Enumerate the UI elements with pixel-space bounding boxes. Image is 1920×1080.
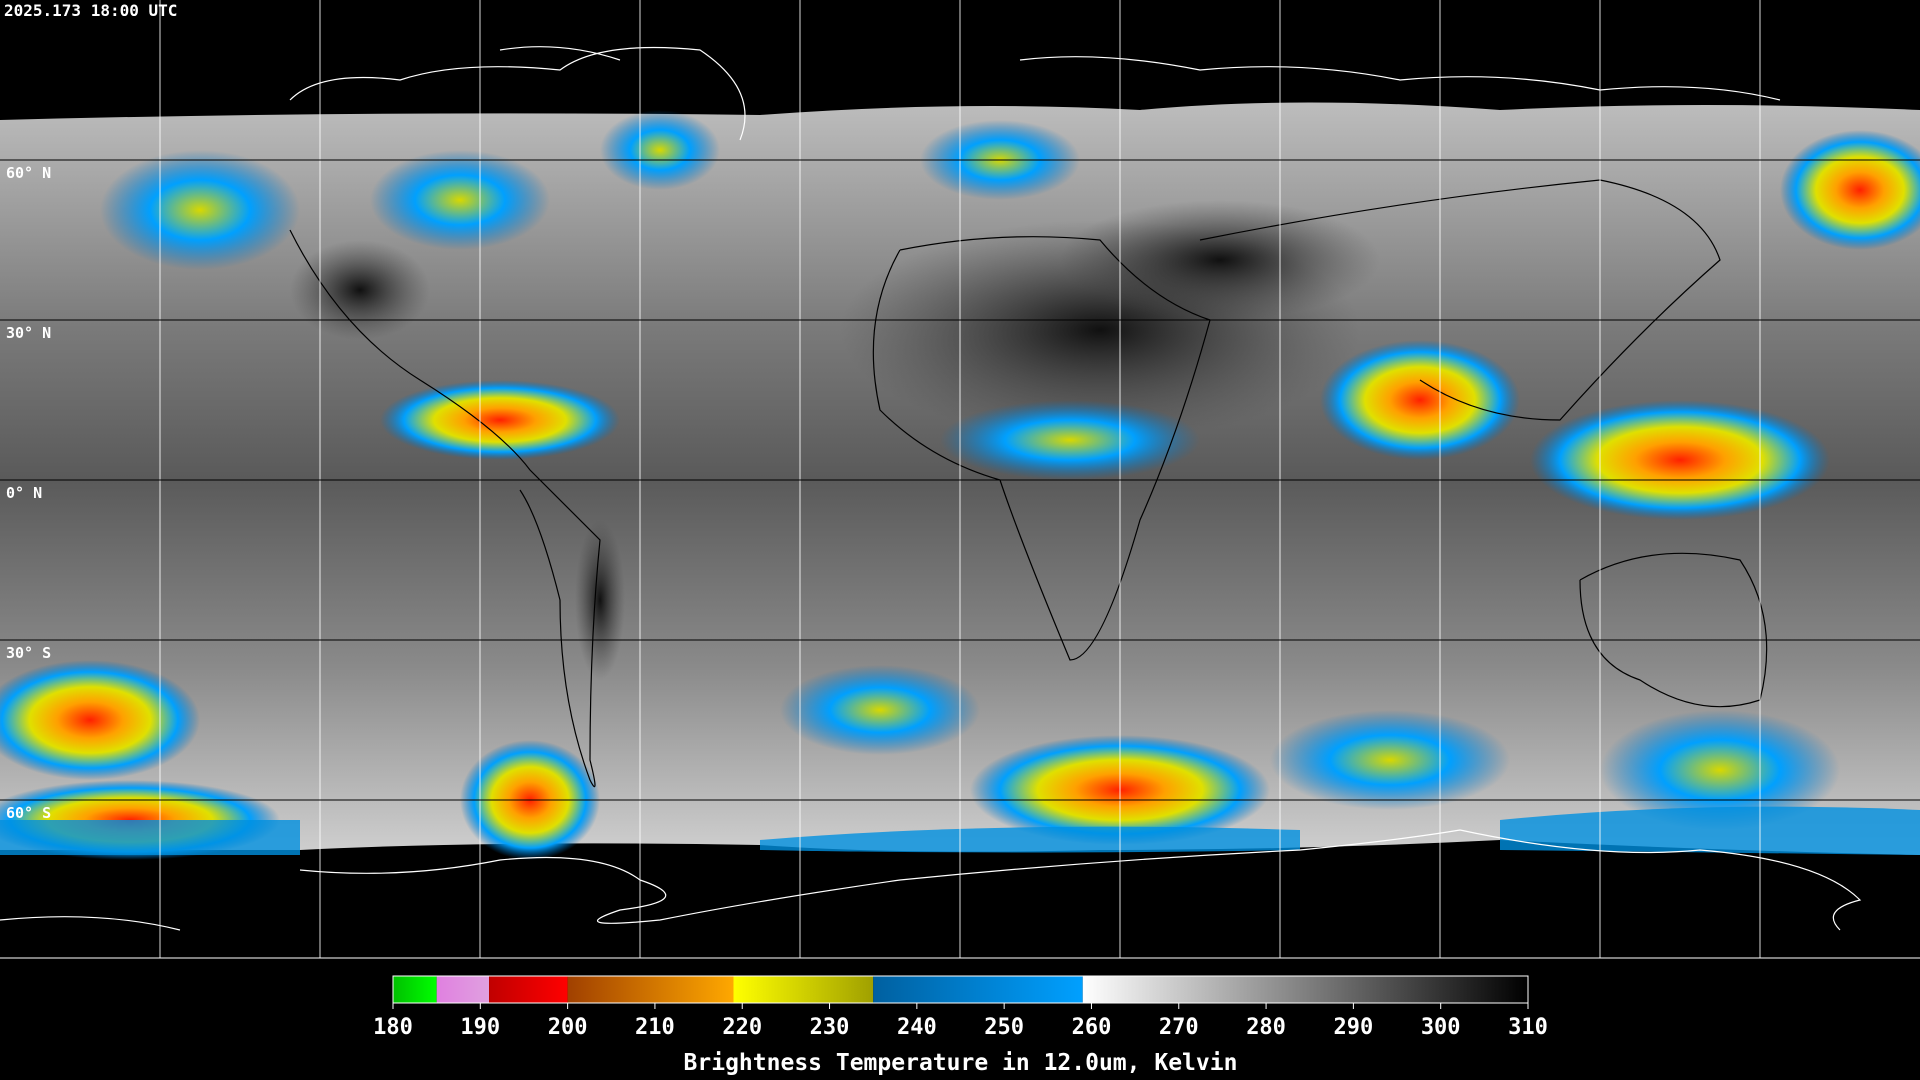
colorbar-tick-label: 280 [1246, 1015, 1286, 1040]
colorbar-tick-label: 190 [460, 1015, 500, 1040]
latitude-label: 0° N [6, 484, 42, 502]
colorbar-tick-label: 200 [548, 1015, 588, 1040]
latitude-label: 30° S [6, 644, 51, 662]
colorbar-tick-label: 210 [635, 1015, 675, 1040]
colorbar-segment [436, 976, 490, 1003]
timestamp: 2025.173 18:00 UTC [4, 1, 177, 20]
colorbar-segment [873, 976, 1083, 1003]
colorbar-tick-label: 240 [897, 1015, 937, 1040]
colorbar-tick-label: 180 [373, 1015, 413, 1040]
colorbar-tick-label: 250 [984, 1015, 1024, 1040]
colorbar-segment [393, 976, 437, 1003]
antarctica-outline [0, 829, 1862, 931]
colorbar-label: Brightness Temperature in 12.0um, Kelvin [684, 1050, 1238, 1076]
colorbar-tick-label: 230 [810, 1015, 850, 1040]
latitude-labels: 60° N 30° N 0° N 30° S 60° S [6, 164, 51, 822]
coastlines [289, 179, 1768, 788]
colorbar-tick-label: 310 [1508, 1015, 1548, 1040]
latitude-label: 30° N [6, 324, 51, 342]
colorbar-segment [567, 976, 734, 1003]
latitude-label: 60° S [6, 804, 51, 822]
colorbar-tick-label: 300 [1421, 1015, 1461, 1040]
lat-lon-grid [0, 0, 1920, 959]
colorbar-segment [489, 976, 568, 1003]
colorbar-segment [733, 976, 874, 1003]
arctic-outline [289, 46, 1781, 141]
colorbar-tick-label: 260 [1072, 1015, 1112, 1040]
colorbar-tick-label: 290 [1334, 1015, 1374, 1040]
colorbar-tick-label: 270 [1159, 1015, 1199, 1040]
colorbar-segment [1082, 976, 1528, 1003]
colorbar: 180 190 200 210 220 230 240 250 260 270 280 290 300 3… [373, 975, 1548, 1076]
colorbar-tick-label: 220 [722, 1015, 762, 1040]
colorbar-frame [392, 975, 1529, 1004]
latitude-label: 60° N [6, 164, 51, 182]
